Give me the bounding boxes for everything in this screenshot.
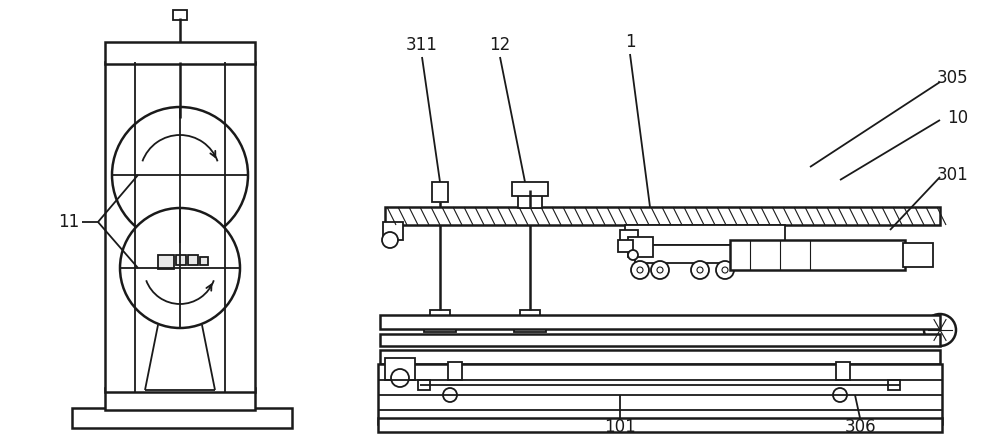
Bar [380, 334, 940, 346]
Bar [105, 62, 255, 392]
Circle shape [833, 388, 847, 402]
Bar [72, 408, 292, 428]
Bar [418, 380, 430, 390]
Circle shape [651, 261, 669, 279]
Circle shape [924, 314, 956, 346]
Circle shape [120, 208, 240, 328]
Circle shape [691, 261, 709, 279]
Bar [903, 243, 933, 267]
Circle shape [382, 232, 398, 248]
Bar [514, 320, 546, 332]
Bar [512, 182, 548, 196]
Bar [378, 364, 942, 424]
Bar [385, 207, 940, 225]
Bar [383, 222, 403, 240]
Text: 306: 306 [844, 418, 876, 436]
Text: 305: 305 [936, 69, 968, 87]
Circle shape [628, 250, 638, 260]
Bar [520, 310, 540, 320]
Circle shape [637, 267, 643, 273]
Bar [105, 42, 255, 64]
Bar [158, 255, 174, 269]
Bar [630, 243, 642, 253]
Bar [625, 225, 785, 245]
Bar [618, 240, 633, 252]
Circle shape [657, 267, 663, 273]
Circle shape [697, 267, 703, 273]
Bar [628, 237, 653, 257]
Bar [173, 10, 187, 20]
Bar [432, 182, 448, 202]
Bar [836, 362, 850, 380]
Text: 311: 311 [406, 36, 438, 54]
Bar [380, 350, 940, 364]
Circle shape [722, 267, 728, 273]
Bar [176, 255, 186, 265]
Bar [378, 418, 942, 432]
Bar [518, 190, 542, 208]
Bar [188, 255, 198, 265]
Bar [730, 240, 905, 270]
Text: 301: 301 [936, 166, 968, 184]
Text: 101: 101 [604, 418, 636, 436]
Circle shape [443, 388, 457, 402]
Bar [888, 380, 900, 390]
Text: 10: 10 [947, 109, 968, 127]
Bar [635, 245, 775, 263]
Bar [620, 230, 638, 245]
Circle shape [112, 107, 248, 243]
Text: 12: 12 [489, 36, 511, 54]
Text: 11: 11 [58, 213, 79, 231]
Circle shape [631, 261, 649, 279]
Bar [424, 320, 456, 332]
Circle shape [391, 369, 409, 387]
Bar [200, 257, 208, 265]
Bar [385, 358, 415, 380]
Circle shape [716, 261, 734, 279]
Bar [448, 362, 462, 380]
Bar [105, 388, 255, 410]
Text: 1: 1 [625, 33, 635, 51]
Bar [430, 310, 450, 320]
Bar [380, 315, 940, 329]
